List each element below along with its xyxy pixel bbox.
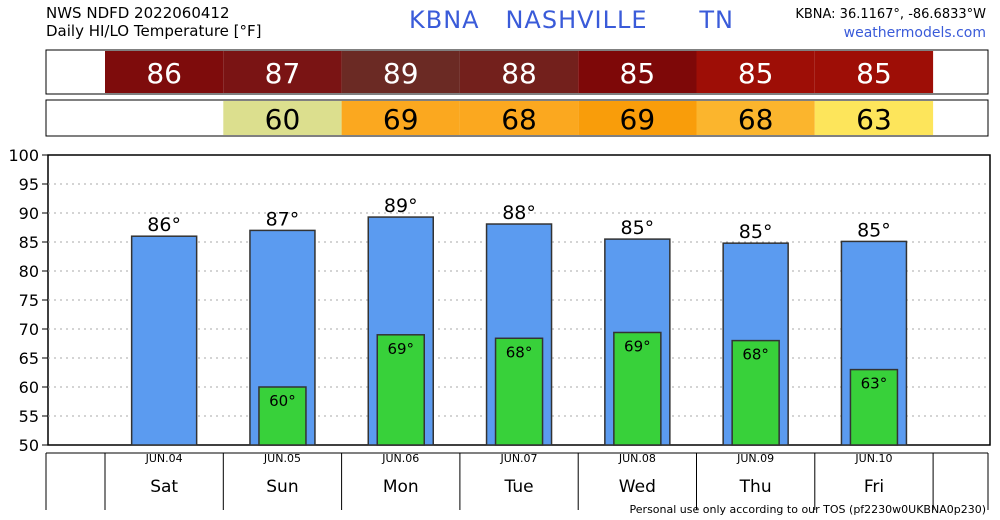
station-city: NASHVILLE xyxy=(505,6,648,34)
date-label: JUN.10 xyxy=(854,452,892,465)
hi-bar xyxy=(130,235,198,446)
hi-bar-label: 85° xyxy=(739,221,773,243)
lo-bar xyxy=(613,331,662,446)
lo-strip-cell xyxy=(696,101,815,135)
lo-bar xyxy=(258,386,307,446)
date-label: JUN.06 xyxy=(381,452,419,465)
y-tick-label: 85 xyxy=(19,233,39,252)
y-tick-label: 55 xyxy=(19,407,39,426)
date-label: JUN.08 xyxy=(618,452,656,465)
date-label: JUN.04 xyxy=(145,452,183,465)
hi-bar-label: 85° xyxy=(857,219,891,241)
y-tick-label: 100 xyxy=(8,146,39,165)
lo-strip-value: 69 xyxy=(383,103,419,136)
y-tick-label: 70 xyxy=(19,320,39,339)
hi-strip-value: 89 xyxy=(383,57,419,90)
y-tick-label: 50 xyxy=(19,436,39,455)
hi-strip-value: 86 xyxy=(146,57,182,90)
y-tick-label: 95 xyxy=(19,175,39,194)
day-label: Sat xyxy=(150,477,178,497)
day-label: Fri xyxy=(864,477,884,497)
hi-strip-cell xyxy=(578,51,697,93)
hi-strip-cell xyxy=(814,51,934,93)
hi-bar-label: 88° xyxy=(502,202,536,224)
lo-bar xyxy=(376,334,425,446)
y-tick-label: 80 xyxy=(19,262,39,281)
lo-strip-cell xyxy=(459,101,579,135)
y-tick-label: 90 xyxy=(19,204,39,223)
day-label: Thu xyxy=(739,477,772,497)
lo-strip-cell xyxy=(341,101,460,135)
lo-bar xyxy=(849,368,899,446)
hi-strip-value: 85 xyxy=(856,57,892,90)
hi-strip-cell xyxy=(105,51,224,93)
date-label: JUN.07 xyxy=(500,452,538,465)
station-state: TN xyxy=(699,6,734,34)
hi-strip-cell xyxy=(341,51,460,93)
date-label: JUN.09 xyxy=(736,452,774,465)
hi-bar-label: 87° xyxy=(266,208,300,230)
lo-strip-value: 63 xyxy=(856,103,892,136)
hi-bar-label: 85° xyxy=(621,217,655,239)
day-label: Tue xyxy=(504,477,534,497)
header-right: KBNA: 36.1167°, -86.6833°W weathermodels… xyxy=(795,5,986,43)
lo-bar-label: 68° xyxy=(506,343,533,361)
hi-strip-cell xyxy=(223,51,342,93)
product-subtitle: Daily HI/LO Temperature [°F] xyxy=(46,22,262,40)
lo-bar-label: 60° xyxy=(269,392,296,410)
lo-strip-value: 68 xyxy=(738,103,774,136)
date-label: JUN.05 xyxy=(263,452,301,465)
station-title: KBNA NASHVILLE TN xyxy=(409,6,734,34)
station-coords: KBNA: 36.1167°, -86.6833°W xyxy=(795,7,986,22)
lo-strip-cell xyxy=(814,101,934,135)
lo-strip-value: 60 xyxy=(265,103,301,136)
lo-bar xyxy=(494,337,544,446)
product-line: NWS NDFD 2022060412 xyxy=(46,4,230,22)
hi-bar-label: 89° xyxy=(384,195,418,217)
lo-bar-label: 63° xyxy=(861,375,888,393)
lo-strip-value: 69 xyxy=(620,103,656,136)
site-link[interactable]: weathermodels.com xyxy=(843,25,986,41)
hi-bar-label: 86° xyxy=(147,214,181,236)
lo-strip-value: 68 xyxy=(501,103,537,136)
hi-strip-cell xyxy=(696,51,815,93)
y-tick-label: 60 xyxy=(19,378,39,397)
lo-strip-cell xyxy=(223,101,342,135)
hi-strip-value: 87 xyxy=(265,57,301,90)
day-label: Sun xyxy=(266,477,298,497)
lo-bar-label: 69° xyxy=(387,340,414,358)
y-tick-label: 65 xyxy=(19,349,39,368)
hi-strip-value: 85 xyxy=(620,57,656,90)
footer-note: Personal use only according to our TOS (… xyxy=(629,503,986,516)
lo-strip-cell xyxy=(578,101,697,135)
lo-bar xyxy=(731,339,780,446)
day-label: Wed xyxy=(619,477,656,497)
lo-bar-label: 68° xyxy=(742,346,769,364)
header-left: NWS NDFD 2022060412 Daily HI/LO Temperat… xyxy=(46,4,262,40)
y-tick-label: 75 xyxy=(19,291,39,310)
hi-strip-value: 85 xyxy=(738,57,774,90)
hi-strip-cell xyxy=(459,51,579,93)
hi-strip-value: 88 xyxy=(501,57,537,90)
lo-bar-label: 69° xyxy=(624,337,651,355)
day-label: Mon xyxy=(383,477,419,497)
station-code: KBNA xyxy=(409,6,480,34)
